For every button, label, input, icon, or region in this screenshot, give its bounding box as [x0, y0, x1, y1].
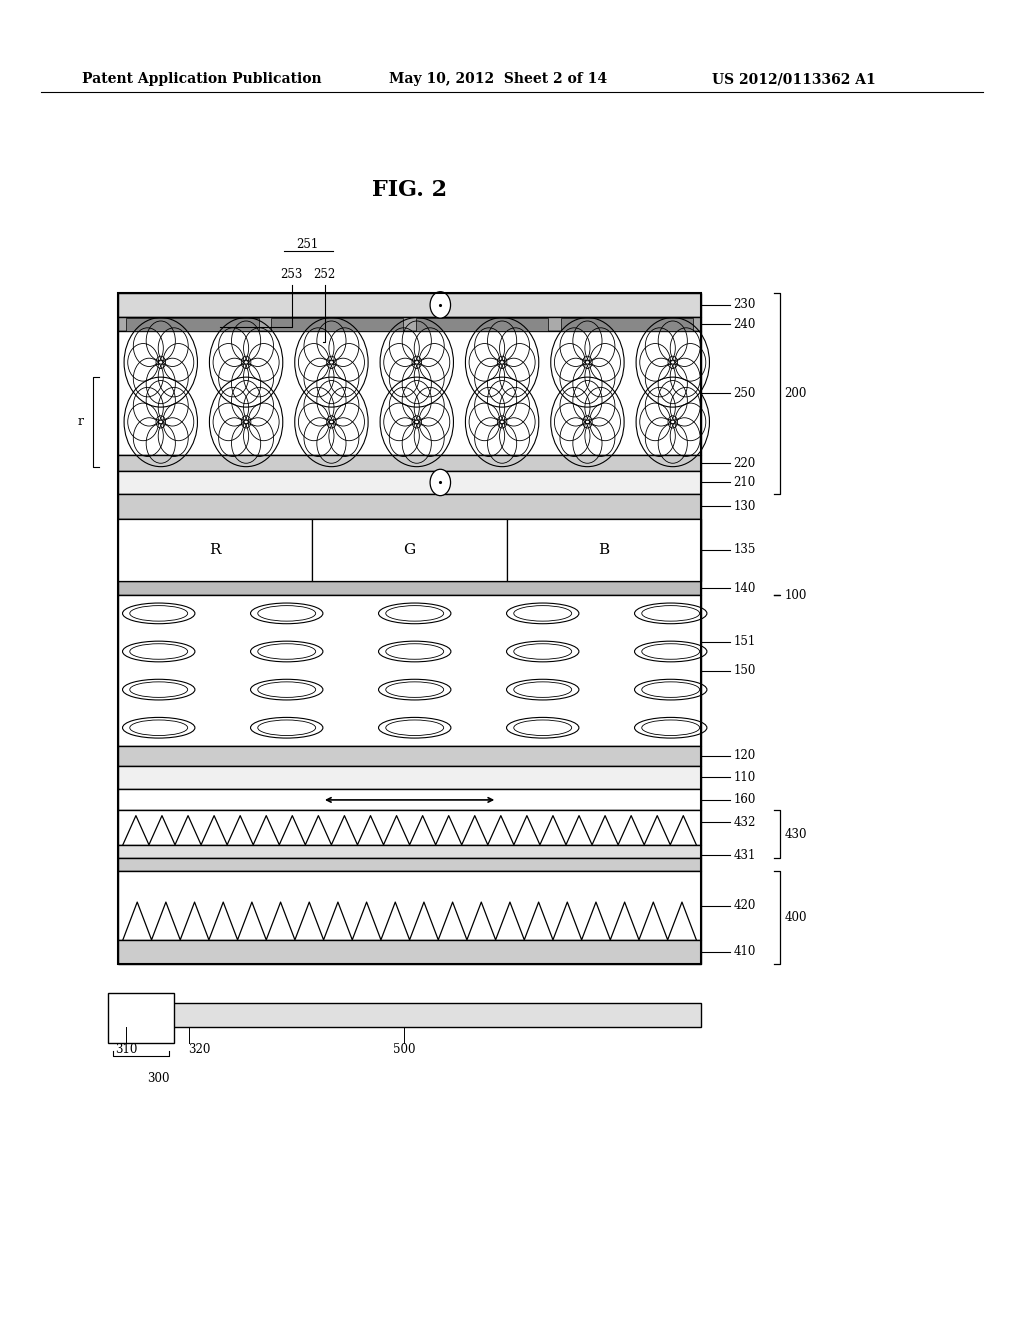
- Text: G: G: [403, 543, 416, 557]
- Text: US 2012/0113362 A1: US 2012/0113362 A1: [712, 73, 876, 86]
- Text: 100: 100: [784, 589, 807, 602]
- Bar: [108, 993, 174, 1043]
- Bar: [118, 581, 701, 595]
- Bar: [118, 845, 701, 858]
- Bar: [118, 746, 701, 766]
- Text: R: R: [209, 543, 221, 557]
- Text: 320: 320: [188, 1043, 211, 1056]
- Bar: [507, 519, 701, 581]
- Text: FIG. 2: FIG. 2: [372, 180, 447, 201]
- Text: 252: 252: [313, 268, 336, 281]
- Text: 500: 500: [393, 1043, 416, 1056]
- Text: 400: 400: [784, 911, 807, 924]
- Circle shape: [430, 292, 451, 318]
- Text: 250: 250: [733, 387, 756, 400]
- Bar: [118, 766, 701, 789]
- Text: 253: 253: [281, 268, 303, 281]
- Text: r: r: [78, 416, 84, 429]
- Bar: [118, 455, 701, 471]
- Bar: [118, 317, 701, 331]
- Text: 410: 410: [733, 945, 756, 958]
- Bar: [118, 471, 701, 494]
- Bar: [561, 318, 693, 330]
- Bar: [118, 810, 701, 845]
- Bar: [126, 318, 258, 330]
- Text: 251: 251: [296, 238, 318, 251]
- Text: 130: 130: [733, 500, 756, 512]
- Text: May 10, 2012  Sheet 2 of 14: May 10, 2012 Sheet 2 of 14: [389, 73, 607, 86]
- Text: 230: 230: [733, 298, 756, 312]
- Bar: [312, 519, 507, 581]
- Text: 200: 200: [784, 387, 807, 400]
- Bar: [270, 318, 403, 330]
- Bar: [118, 293, 701, 964]
- Bar: [118, 293, 701, 317]
- Bar: [118, 858, 701, 871]
- Bar: [118, 519, 701, 581]
- Bar: [118, 789, 701, 810]
- Text: 110: 110: [733, 771, 756, 784]
- Text: 210: 210: [733, 477, 756, 488]
- Bar: [118, 871, 701, 940]
- Bar: [118, 1003, 701, 1027]
- Text: 240: 240: [733, 318, 756, 330]
- Text: 150: 150: [733, 664, 756, 677]
- Text: 135: 135: [733, 544, 756, 556]
- Bar: [118, 494, 701, 519]
- Text: 430: 430: [784, 828, 807, 841]
- Text: 300: 300: [147, 1072, 170, 1085]
- Text: 420: 420: [733, 899, 756, 912]
- Text: 432: 432: [733, 816, 756, 829]
- Bar: [118, 331, 701, 455]
- Text: B: B: [599, 543, 609, 557]
- Circle shape: [430, 469, 451, 495]
- Text: 431: 431: [733, 849, 756, 862]
- Text: 140: 140: [733, 582, 756, 594]
- Bar: [118, 595, 701, 746]
- Text: 151: 151: [733, 635, 756, 648]
- Text: 310: 310: [115, 1043, 137, 1056]
- Text: Patent Application Publication: Patent Application Publication: [82, 73, 322, 86]
- Text: 160: 160: [733, 793, 756, 807]
- Bar: [118, 519, 312, 581]
- Text: 220: 220: [733, 457, 756, 470]
- Bar: [118, 940, 701, 964]
- Bar: [416, 318, 549, 330]
- Text: 120: 120: [733, 750, 756, 762]
